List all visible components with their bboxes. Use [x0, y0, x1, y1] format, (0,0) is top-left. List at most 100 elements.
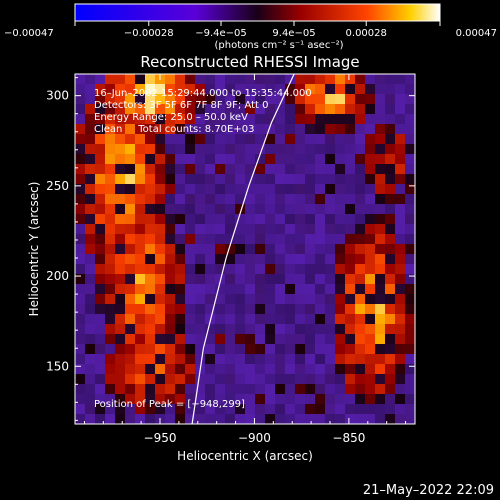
heatmap-cell — [375, 124, 386, 135]
heatmap-cell — [275, 284, 286, 295]
heatmap-cell — [295, 174, 306, 185]
x-tick-label: −850 — [332, 431, 365, 445]
heatmap-cell — [345, 234, 356, 245]
heatmap-cell — [325, 394, 336, 405]
heatmap-cell — [105, 264, 116, 275]
heatmap-cell — [325, 274, 336, 285]
heatmap-cell — [205, 164, 216, 175]
heatmap-cell — [225, 414, 236, 424]
heatmap-cell — [205, 194, 216, 205]
heatmap-cell — [375, 144, 386, 155]
heatmap-cell — [355, 84, 366, 95]
heatmap-cell — [355, 144, 366, 155]
heatmap-cell — [115, 414, 126, 424]
heatmap-cell — [105, 384, 116, 395]
heatmap-cell — [295, 404, 306, 415]
heatmap-cell — [135, 344, 146, 355]
heatmap-cell — [315, 304, 326, 315]
heatmap-cell — [75, 254, 86, 265]
heatmap-cell — [225, 254, 236, 265]
heatmap-cell — [365, 154, 376, 165]
heatmap-cell — [85, 244, 96, 255]
heatmap-cell — [235, 394, 246, 405]
heatmap-cell — [145, 354, 156, 365]
heatmap-cell — [365, 374, 376, 385]
heatmap-cell — [165, 354, 176, 365]
heatmap-cell — [125, 264, 136, 275]
heatmap-cell — [135, 384, 146, 395]
heatmap-cell — [195, 384, 206, 395]
heatmap-cell — [85, 204, 96, 215]
heatmap-cell — [225, 74, 236, 85]
heatmap-cell — [145, 104, 156, 115]
heatmap-cell — [135, 254, 146, 265]
heatmap-cell — [345, 414, 356, 424]
heatmap-cell — [245, 294, 256, 305]
heatmap-cell — [275, 234, 286, 245]
heatmap-cell — [175, 134, 186, 145]
heatmap-cell — [125, 404, 136, 415]
heatmap-cell — [245, 174, 256, 185]
heatmap-cell — [335, 164, 346, 175]
heatmap-cell — [295, 374, 306, 385]
heatmap-cell — [165, 154, 176, 165]
heatmap-cell — [275, 204, 286, 215]
heatmap-cell — [385, 414, 396, 424]
heatmap-cell — [265, 114, 276, 125]
heatmap-cell — [375, 204, 386, 215]
heatmap-cell — [85, 394, 96, 405]
heatmap-cell — [225, 244, 236, 255]
heatmap-cells — [75, 74, 415, 424]
heatmap-cell — [135, 184, 146, 195]
heatmap-cell — [355, 134, 366, 145]
heatmap-cell — [315, 404, 326, 415]
heatmap-cell — [365, 84, 376, 95]
heatmap-cell — [385, 224, 396, 235]
heatmap-cell — [125, 184, 136, 195]
heatmap-cell — [295, 114, 306, 125]
heatmap-cell — [235, 134, 246, 145]
heatmap-cell — [255, 154, 266, 165]
heatmap-cell — [255, 294, 266, 305]
heatmap-cell — [115, 294, 126, 305]
heatmap-cell — [165, 284, 176, 295]
heatmap-cell — [405, 324, 415, 335]
heatmap-cell — [395, 314, 406, 325]
heatmap-cell — [315, 94, 326, 105]
heatmap-cell — [315, 394, 326, 405]
heatmap-cell — [175, 284, 186, 295]
heatmap-cell — [255, 344, 266, 355]
heatmap-cell — [335, 184, 346, 195]
colorbar-tick-label: 9.4e−05 — [272, 28, 315, 39]
heatmap-cell — [365, 164, 376, 175]
heatmap-cell — [185, 234, 196, 245]
heatmap-cell — [245, 184, 256, 195]
heatmap-cell — [225, 134, 236, 145]
heatmap-cell — [185, 384, 196, 395]
heatmap-cell — [245, 104, 256, 115]
heatmap-cell — [135, 174, 146, 185]
heatmap-cell — [215, 344, 226, 355]
heatmap-cell — [135, 134, 146, 145]
heatmap-cell — [105, 164, 116, 175]
heatmap-cell — [395, 204, 406, 215]
heatmap-cell — [85, 374, 96, 385]
heatmap-cell — [305, 214, 316, 225]
heatmap-cell — [75, 304, 86, 315]
heatmap-cell — [315, 294, 326, 305]
heatmap-cell — [115, 284, 126, 295]
heatmap-cell — [195, 124, 206, 135]
heatmap-cell — [385, 154, 396, 165]
heatmap-cell — [205, 234, 216, 245]
heatmap-cell — [405, 194, 415, 205]
heatmap-cell — [345, 274, 356, 285]
heatmap-cell — [325, 84, 336, 95]
heatmap-cell — [185, 94, 196, 105]
heatmap-cell — [255, 94, 266, 105]
heatmap-cell — [235, 364, 246, 375]
heatmap-cell — [225, 384, 236, 395]
heatmap-cell — [75, 94, 86, 105]
heatmap-cell — [265, 304, 276, 315]
heatmap-cell — [385, 174, 396, 185]
heatmap-cell — [195, 284, 206, 295]
